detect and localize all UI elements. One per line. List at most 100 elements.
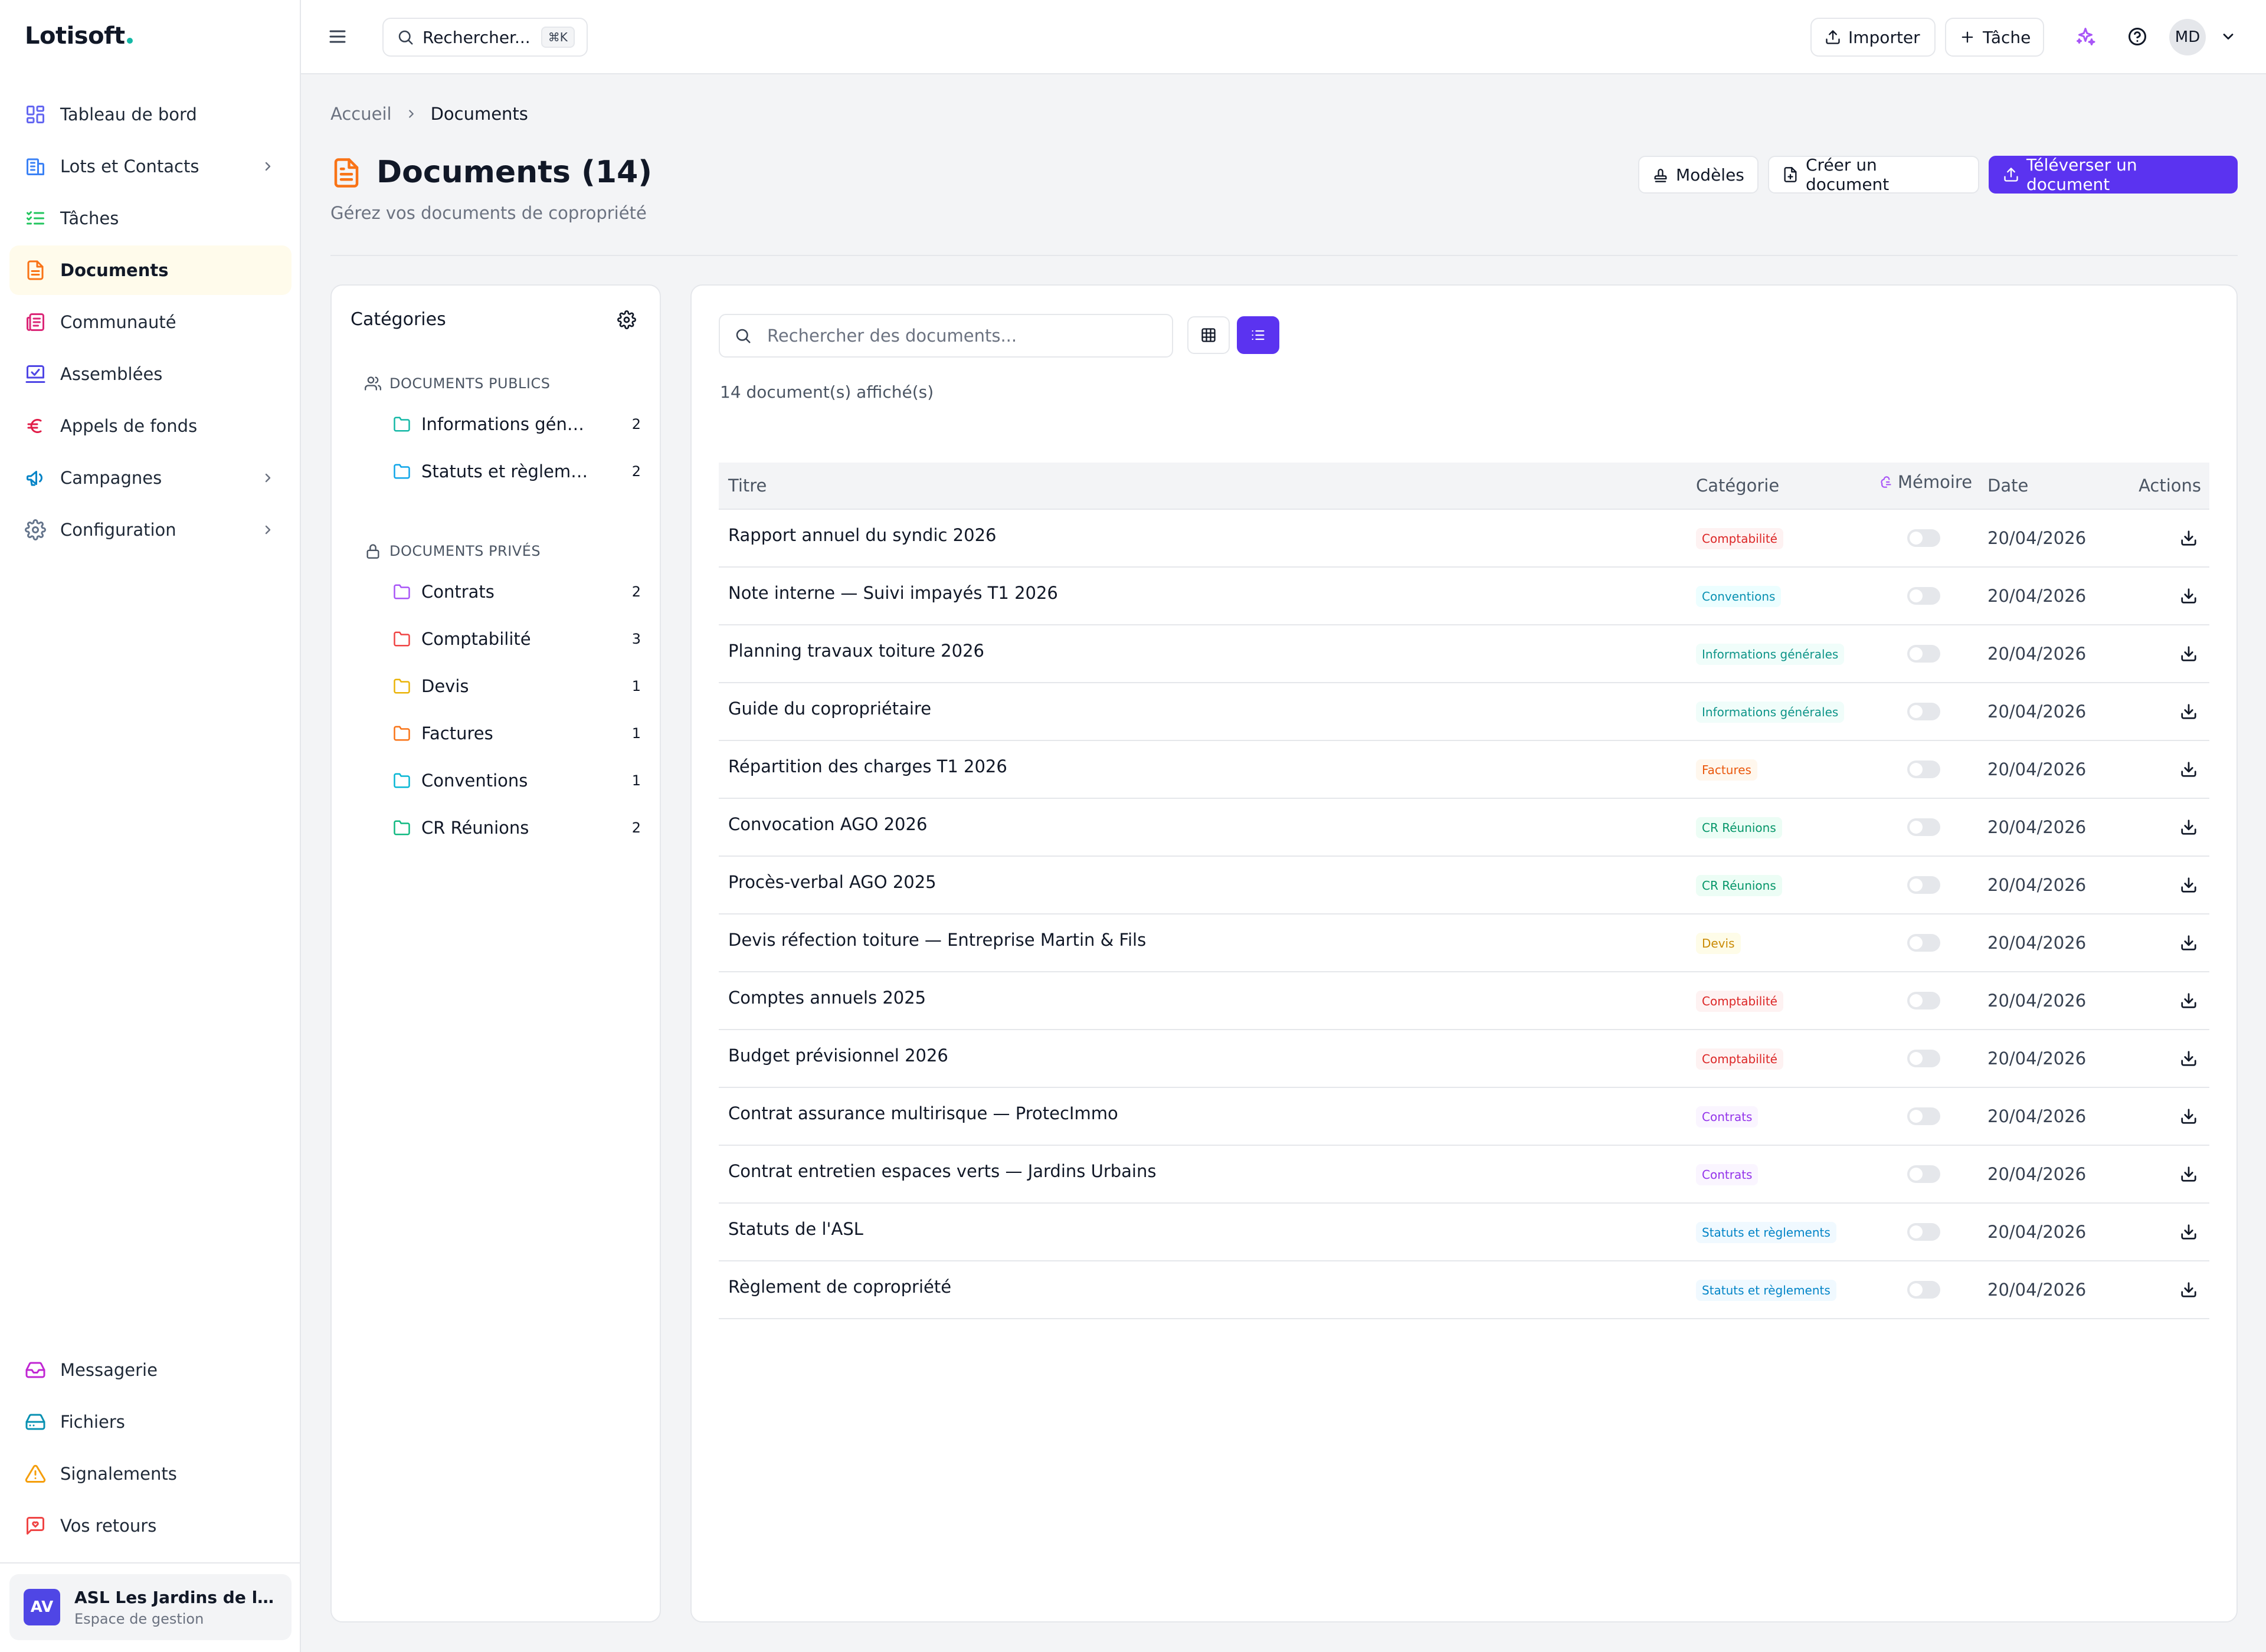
sidebar-item-configuration[interactable]: Configuration	[9, 505, 292, 555]
table-row[interactable]: Règlement de copropriété Statuts et règle…	[719, 1261, 2209, 1319]
category-item-comptabilite[interactable]: Comptabilité 3	[393, 621, 641, 657]
table-row[interactable]: Contrat entretien espaces verts — Jardin…	[719, 1146, 2209, 1204]
column-category[interactable]: Catégorie	[1696, 476, 1780, 496]
download-button[interactable]	[2180, 1107, 2198, 1125]
memory-toggle[interactable]	[1907, 818, 1940, 836]
sidebar-item-assemblees[interactable]: Assemblées	[9, 349, 292, 399]
document-title[interactable]: Devis réfection toiture — Entreprise Mar…	[728, 930, 1147, 950]
table-row[interactable]: Budget prévisionnel 2026 Comptabilité 20/0…	[719, 1030, 2209, 1088]
ai-sparkle-button[interactable]	[2075, 26, 2096, 47]
upload-document-button[interactable]: Téléverser un document	[1989, 155, 2238, 194]
category-item-contrats[interactable]: Contrats 2	[393, 574, 641, 609]
sidebar-item-fichiers[interactable]: Fichiers	[9, 1397, 292, 1447]
document-title[interactable]: Budget prévisionnel 2026	[728, 1045, 948, 1066]
download-button[interactable]	[2180, 992, 2198, 1009]
document-title[interactable]: Convocation AGO 2026	[728, 814, 928, 834]
download-button[interactable]	[2180, 934, 2198, 952]
document-title[interactable]: Contrat entretien espaces verts — Jardin…	[728, 1161, 1157, 1181]
sidebar-item-vos-retours[interactable]: Vos retours	[9, 1501, 292, 1551]
document-title[interactable]: Procès-verbal AGO 2025	[728, 872, 936, 892]
download-button[interactable]	[2180, 818, 2198, 836]
download-button[interactable]	[2180, 529, 2198, 547]
memory-toggle[interactable]	[1907, 1165, 1940, 1183]
table-row[interactable]: Comptes annuels 2025 Comptabilité 20/04/20…	[719, 972, 2209, 1030]
memory-toggle[interactable]	[1907, 529, 1940, 547]
sidebar-item-documents[interactable]: Documents	[9, 245, 292, 295]
table-row[interactable]: Répartition des charges T1 2026 Factures 2…	[719, 741, 2209, 799]
table-row[interactable]: Contrat assurance multirisque — ProtecIm…	[719, 1088, 2209, 1146]
memory-toggle[interactable]	[1907, 876, 1940, 894]
download-button[interactable]	[2180, 761, 2198, 778]
category-item-informations-generales[interactable]: Informations générales 2	[393, 407, 641, 442]
grid-view-button[interactable]	[1187, 316, 1230, 354]
document-title[interactable]: Comptes annuels 2025	[728, 988, 926, 1008]
templates-button[interactable]: Modèles	[1638, 156, 1759, 194]
table-row[interactable]: Guide du copropriétaire Informations géné…	[719, 683, 2209, 741]
brand-logo[interactable]: Lotisoft	[25, 22, 133, 50]
category-item-conventions[interactable]: Conventions 1	[393, 763, 641, 798]
sidebar-item-appels-de-fonds[interactable]: Appels de fonds	[9, 401, 292, 451]
menu-toggle-button[interactable]	[327, 26, 348, 47]
table-row[interactable]: Rapport annuel du syndic 2026 Comptabilit…	[719, 510, 2209, 568]
memory-toggle[interactable]	[1907, 645, 1940, 663]
memory-toggle[interactable]	[1907, 1281, 1940, 1299]
table-row[interactable]: Devis réfection toiture — Entreprise Mar…	[719, 914, 2209, 972]
table-row[interactable]: Procès-verbal AGO 2025 CR Réunions 20/04/2…	[719, 857, 2209, 914]
document-title[interactable]: Règlement de copropriété	[728, 1277, 952, 1297]
sidebar-item-communaute[interactable]: Communauté	[9, 297, 292, 347]
memory-toggle[interactable]	[1907, 934, 1940, 952]
global-search[interactable]: Rechercher... ⌘K	[382, 18, 588, 57]
column-title[interactable]: Titre	[728, 476, 767, 496]
sidebar-item-signalements[interactable]: Signalements	[9, 1449, 292, 1499]
sidebar-item-tableau-de-bord[interactable]: Tableau de bord	[9, 90, 292, 139]
download-button[interactable]	[2180, 703, 2198, 720]
memory-toggle[interactable]	[1907, 992, 1940, 1009]
download-button[interactable]	[2180, 645, 2198, 663]
user-avatar[interactable]: MD	[2169, 19, 2206, 55]
document-title[interactable]: Rapport annuel du syndic 2026	[728, 525, 997, 545]
list-view-button[interactable]	[1237, 316, 1279, 354]
column-memory[interactable]: Mémoire	[1873, 472, 1987, 492]
download-button[interactable]	[2180, 587, 2198, 605]
table-row[interactable]: Planning travaux toiture 2026 Information…	[719, 625, 2209, 683]
document-search-input[interactable]: Rechercher des documents...	[719, 314, 1173, 358]
document-title[interactable]: Répartition des charges T1 2026	[728, 756, 1007, 776]
download-button[interactable]	[2180, 876, 2198, 894]
column-date[interactable]: Date	[1987, 476, 2029, 496]
table-row[interactable]: Note interne — Suivi impayés T1 2026 Conv…	[719, 568, 2209, 625]
sidebar-item-messagerie[interactable]: Messagerie	[9, 1345, 292, 1395]
new-task-button[interactable]: Tâche	[1945, 18, 2044, 57]
document-title[interactable]: Statuts de l'ASL	[728, 1219, 863, 1239]
memory-toggle[interactable]	[1907, 1107, 1940, 1125]
download-button[interactable]	[2180, 1223, 2198, 1241]
memory-toggle[interactable]	[1907, 1050, 1940, 1067]
table-row[interactable]: Convocation AGO 2026 CR Réunions 20/04/202…	[719, 799, 2209, 857]
memory-toggle[interactable]	[1907, 1223, 1940, 1241]
download-button[interactable]	[2180, 1165, 2198, 1183]
category-item-devis[interactable]: Devis 1	[393, 668, 641, 704]
download-button[interactable]	[2180, 1050, 2198, 1067]
help-button[interactable]	[2127, 26, 2148, 47]
document-title[interactable]: Guide du copropriétaire	[728, 699, 932, 719]
category-item-factures[interactable]: Factures 1	[393, 716, 641, 751]
import-button[interactable]: Importer	[1810, 18, 1936, 57]
document-title[interactable]: Planning travaux toiture 2026	[728, 641, 984, 661]
download-button[interactable]	[2180, 1281, 2198, 1299]
memory-toggle[interactable]	[1907, 761, 1940, 778]
sidebar-item-lots-et-contacts[interactable]: Lots et Contacts	[9, 142, 292, 191]
memory-toggle[interactable]	[1907, 703, 1940, 720]
document-title[interactable]: Contrat assurance multirisque — ProtecIm…	[728, 1103, 1118, 1123]
category-item-cr-reunions[interactable]: CR Réunions 2	[393, 810, 641, 845]
categories-settings-button[interactable]	[617, 310, 636, 329]
sidebar-item-taches[interactable]: Tâches	[9, 194, 292, 243]
sidebar-item-campagnes[interactable]: Campagnes	[9, 453, 292, 503]
table-row[interactable]: Statuts de l'ASL Statuts et règlements 20/…	[719, 1204, 2209, 1261]
user-menu-toggle[interactable]	[2220, 28, 2236, 45]
memory-cell	[1873, 1281, 1987, 1299]
breadcrumb-home[interactable]: Accueil	[330, 104, 392, 124]
document-title[interactable]: Note interne — Suivi impayés T1 2026	[728, 583, 1058, 603]
create-document-button[interactable]: Créer un document	[1768, 155, 1979, 194]
org-switcher[interactable]: AV ASL Les Jardins de la ... Espace de g…	[9, 1574, 292, 1640]
category-item-statuts-et-reglements[interactable]: Statuts et règlements 2	[393, 454, 641, 489]
memory-toggle[interactable]	[1907, 587, 1940, 605]
